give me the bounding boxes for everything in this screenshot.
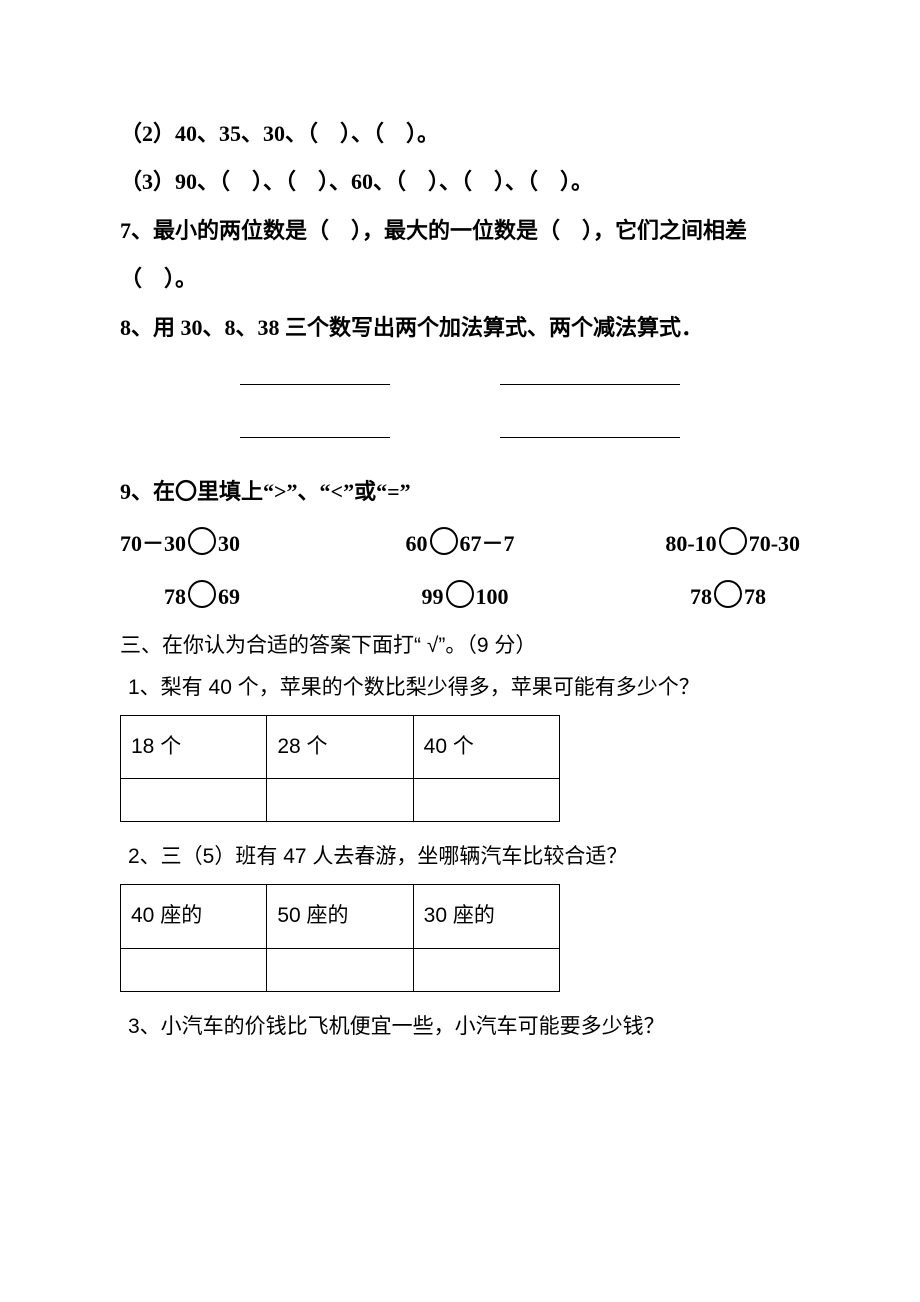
q9-lhs: 80-10 <box>665 531 716 556</box>
option-cell: 28 个 <box>267 716 413 779</box>
s3-q2-table: 40 座的 50 座的 30 座的 <box>120 884 560 991</box>
q8-blank-row-2 <box>120 415 800 438</box>
q9-rhs: 70-30 <box>749 531 800 556</box>
q6-item-2: （2）40、35、30、（ ）、（ ）。 <box>120 110 800 158</box>
compare-circle[interactable] <box>188 580 216 608</box>
compare-circle[interactable] <box>446 580 474 608</box>
compare-circle[interactable] <box>430 527 458 555</box>
section3-title: 三、在你认为合适的答案下面打“ √”。（9 分） <box>120 625 800 667</box>
option-cell: 50 座的 <box>267 885 413 948</box>
q8-text: 8、用 30、8、38 三个数写出两个加法算式、两个减法算式． <box>120 304 800 352</box>
q9-lhs: 78 <box>164 584 186 609</box>
answer-cell[interactable] <box>121 948 267 991</box>
q9-row-1: 70－30 30 60 67－7 80-10 70-30 <box>120 520 800 568</box>
answer-cell[interactable] <box>413 948 559 991</box>
table-row <box>121 779 560 822</box>
q8-blank[interactable] <box>500 362 680 385</box>
q9-title: 9、在〇里填上“>”、“<”或“=” <box>120 468 800 516</box>
q9-rhs: 100 <box>476 584 509 609</box>
q9-rhs: 30 <box>218 531 240 556</box>
s3-q1-prompt: 1、梨有 40 个，苹果的个数比梨少得多，苹果可能有多少个？ <box>120 667 800 709</box>
option-cell: 40 个 <box>413 716 559 779</box>
s3-q3-prompt: 3、小汽车的价钱比飞机便宜一些，小汽车可能要多少钱？ <box>120 1006 800 1048</box>
answer-cell[interactable] <box>267 779 413 822</box>
q9-rhs: 78 <box>744 584 766 609</box>
q9-cell: 78 69 <box>120 573 365 621</box>
q9-cell: 70－30 30 <box>120 520 347 568</box>
compare-circle[interactable] <box>188 527 216 555</box>
q9-lhs: 70－30 <box>120 531 186 556</box>
s3-q1-table: 18 个 28 个 40 个 <box>120 715 560 822</box>
q9-cell: 99 100 <box>365 573 566 621</box>
option-cell: 30 座的 <box>413 885 559 948</box>
q9-lhs: 60 <box>406 531 428 556</box>
q7-text: 7、最小的两位数是（ ），最大的一位数是（ ），它们之间相差（ ）。 <box>120 207 800 304</box>
q6-item-3: （3）90、（ ）、（ ）、60、（ ）、（ ）、（ ）。 <box>120 158 800 206</box>
q9-cell: 80-10 70-30 <box>573 520 800 568</box>
q9-cell: 60 67－7 <box>347 520 574 568</box>
answer-cell[interactable] <box>121 779 267 822</box>
option-cell: 18 个 <box>121 716 267 779</box>
compare-circle[interactable] <box>714 580 742 608</box>
q8-blank[interactable] <box>240 415 390 438</box>
q9-rhs: 67－7 <box>460 531 515 556</box>
q9-lhs: 99 <box>422 584 444 609</box>
q9-lhs: 78 <box>690 584 712 609</box>
q8-blank[interactable] <box>240 362 390 385</box>
compare-circle[interactable] <box>719 527 747 555</box>
answer-cell[interactable] <box>267 948 413 991</box>
table-row <box>121 948 560 991</box>
q9-row-2: 78 69 99 100 78 78 <box>120 573 800 621</box>
q9-rhs: 69 <box>218 584 240 609</box>
s3-q2-prompt: 2、三（5）班有 47 人去春游，坐哪辆汽车比较合适？ <box>120 836 800 878</box>
q8-blank[interactable] <box>500 415 680 438</box>
option-cell: 40 座的 <box>121 885 267 948</box>
table-row: 18 个 28 个 40 个 <box>121 716 560 779</box>
table-row: 40 座的 50 座的 30 座的 <box>121 885 560 948</box>
answer-cell[interactable] <box>413 779 559 822</box>
q9-cell: 78 78 <box>565 573 800 621</box>
q8-blank-row-1 <box>120 362 800 385</box>
